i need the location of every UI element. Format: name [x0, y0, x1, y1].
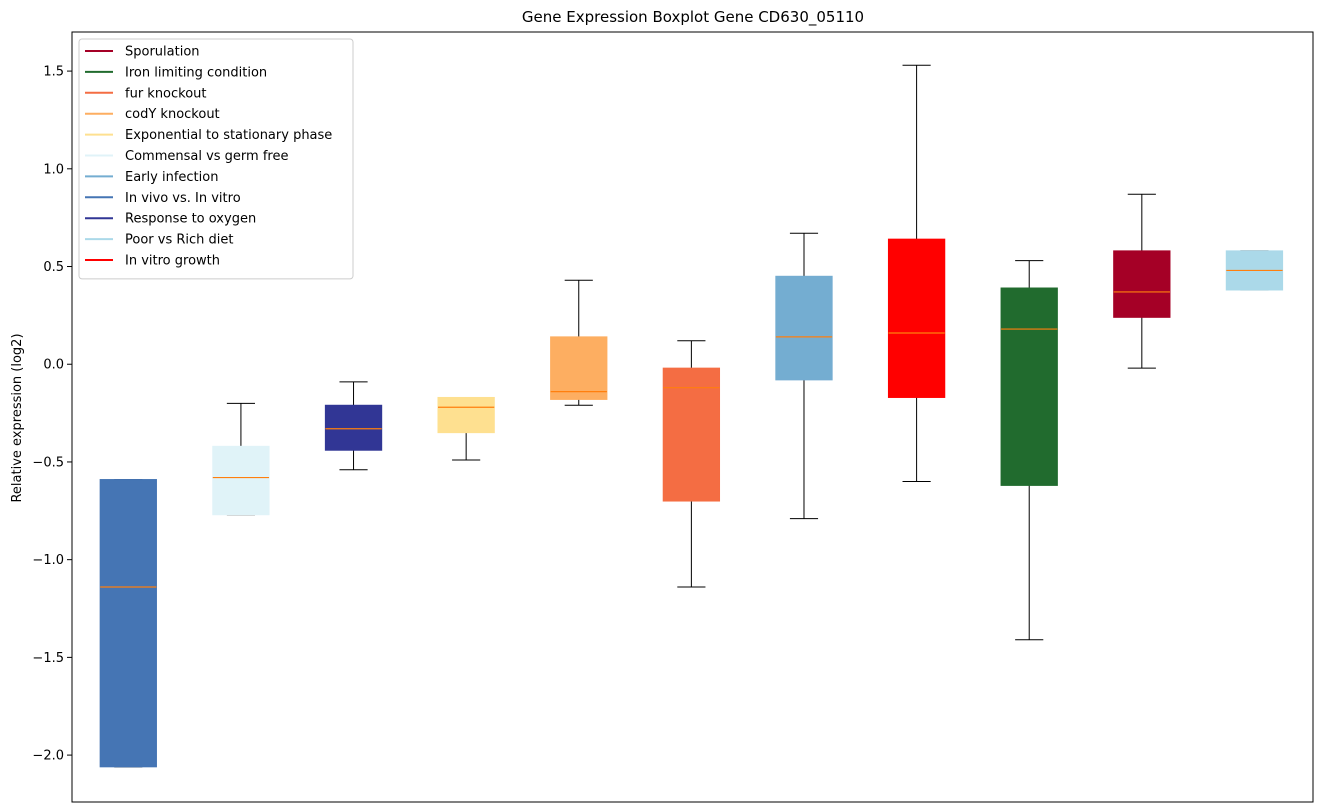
box: [550, 336, 608, 400]
y-tick-label: 1.0: [43, 162, 64, 177]
legend-label: Exponential to stationary phase: [125, 128, 332, 143]
box: [437, 396, 495, 434]
legend-label: Early infection: [125, 170, 218, 185]
box: [1000, 287, 1058, 486]
box-group: [775, 232, 833, 520]
box-group: [437, 396, 495, 461]
legend-label: Commensal vs germ free: [125, 149, 288, 164]
box-group: [1225, 250, 1284, 291]
box-group: [1000, 260, 1058, 641]
box: [887, 238, 946, 398]
plot-area: [99, 64, 1284, 768]
y-tick-label: 0.0: [43, 358, 64, 373]
y-tick-label: −0.5: [32, 455, 64, 470]
box: [775, 275, 833, 381]
box-group: [324, 381, 383, 471]
box: [1113, 250, 1171, 318]
legend-label: Sporulation: [125, 45, 200, 60]
box-group: [662, 340, 721, 588]
legend-label: In vitro growth: [125, 254, 220, 269]
y-axis-label: Relative expression (log2): [10, 333, 25, 502]
box: [212, 445, 270, 516]
y-tick-label: −2.0: [32, 749, 64, 764]
legend-label: In vivo vs. In vitro: [125, 191, 241, 206]
legend-label: fur knockout: [125, 86, 207, 101]
chart-title: Gene Expression Boxplot Gene CD630_05110: [522, 8, 864, 27]
y-tick-label: 0.5: [43, 260, 64, 275]
box-group: [212, 402, 270, 516]
box-group: [550, 279, 608, 406]
plot-frame: [71, 31, 1314, 803]
y-tick-label: 1.5: [43, 65, 64, 80]
y-tick-label: −1.5: [32, 651, 64, 666]
y-tick-label: −1.0: [32, 553, 64, 568]
legend: Sporulation Iron limiting condition fur kn…: [78, 38, 354, 280]
box: [99, 479, 157, 768]
box-group: [887, 64, 946, 482]
legend-label: Response to oxygen: [125, 212, 256, 227]
box: [662, 367, 721, 502]
legend-label: Iron limiting condition: [125, 65, 267, 80]
box: [324, 404, 383, 451]
y-axis: −2.0 −1.5 −1.0 −0.5 0.0 0.5 1.0 1.5: [32, 65, 72, 764]
box-group: [1113, 193, 1171, 369]
box-group: [99, 479, 157, 768]
legend-box: [78, 38, 354, 280]
legend-label: Poor vs Rich diet: [125, 233, 233, 248]
legend-label: codY knockout: [125, 107, 220, 122]
